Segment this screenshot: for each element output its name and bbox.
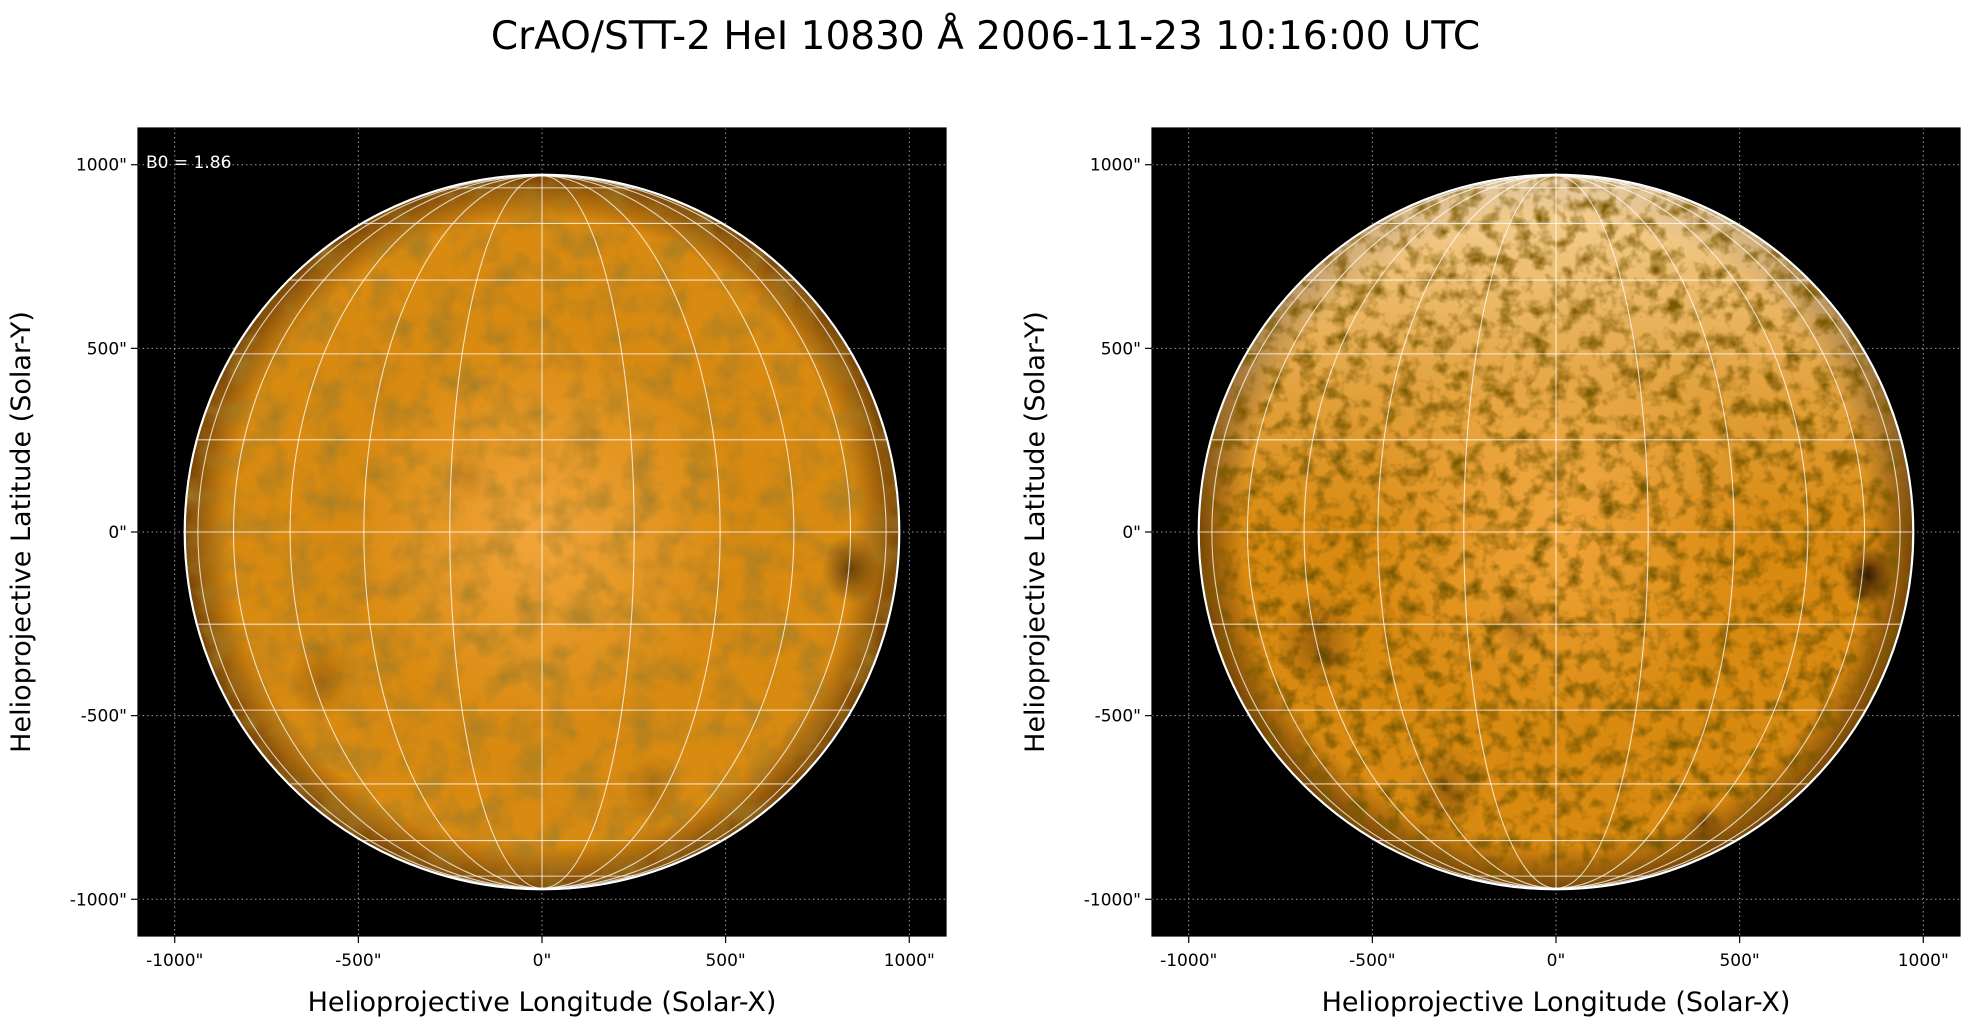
- y-tick-label: 0": [1122, 523, 1141, 543]
- heliographic-grid: [1199, 175, 1913, 889]
- x-axis-label: Helioprojective Longitude (Solar-X): [1322, 987, 1791, 1018]
- dark-feature: [822, 534, 879, 604]
- y-tick-label: 0": [108, 523, 127, 543]
- x-tick-label: 500": [1719, 951, 1759, 971]
- figure-title: CrAO/STT-2 HeI 10830 Å 2006-11-23 10:16:…: [490, 14, 1481, 59]
- x-tick-label: 1000": [884, 951, 935, 971]
- dark-feature: [622, 752, 682, 826]
- dark-feature: [1842, 543, 1894, 609]
- y-tick-label: 500": [87, 339, 127, 359]
- y-tick-label: 1000": [1090, 156, 1141, 176]
- x-tick-label: 1000": [1898, 951, 1949, 971]
- heliographic-grid: [185, 175, 899, 889]
- dark-feature: [288, 637, 355, 721]
- solar-limb: [183, 173, 901, 891]
- y-tick-label: -500": [81, 707, 127, 727]
- x-tick-label: -500": [335, 951, 381, 971]
- y-tick-label: -1000": [70, 890, 127, 910]
- x-tick-label: 500": [705, 951, 745, 971]
- dark-feature: [1409, 743, 1483, 835]
- solar-limb: [1197, 173, 1915, 891]
- x-tick-label: 0": [1547, 951, 1566, 971]
- y-axis-label: Helioprojective Latitude (Solar-Y): [6, 311, 37, 753]
- x-tick-label: -1000": [1160, 951, 1217, 971]
- panel-left: -1000" -500" 0" 500" 1000" 1000" 500" 0" -500" -1…: [6, 127, 947, 1018]
- y-axis-label: Helioprojective Latitude (Solar-Y): [1020, 311, 1051, 753]
- x-tick-label: -1000": [146, 951, 203, 971]
- x-tick-label: -500": [1349, 951, 1395, 971]
- y-tick-label: 500": [1101, 339, 1141, 359]
- dark-feature: [1276, 591, 1358, 693]
- panel-right: -1000" -500" 0" 500" 1000" 1000" 500" 0" -500" -1…: [1020, 127, 1961, 1018]
- y-tick-label: -500": [1095, 707, 1141, 727]
- y-tick-label: -1000": [1084, 890, 1141, 910]
- b0-annotation: B0 = 1.86: [146, 153, 231, 173]
- dark-feature: [446, 449, 491, 505]
- dark-feature: [1680, 798, 1725, 854]
- x-tick-label: 0": [533, 951, 552, 971]
- y-tick-label: 1000": [76, 156, 127, 176]
- x-axis-label: Helioprojective Longitude (Solar-X): [308, 987, 777, 1018]
